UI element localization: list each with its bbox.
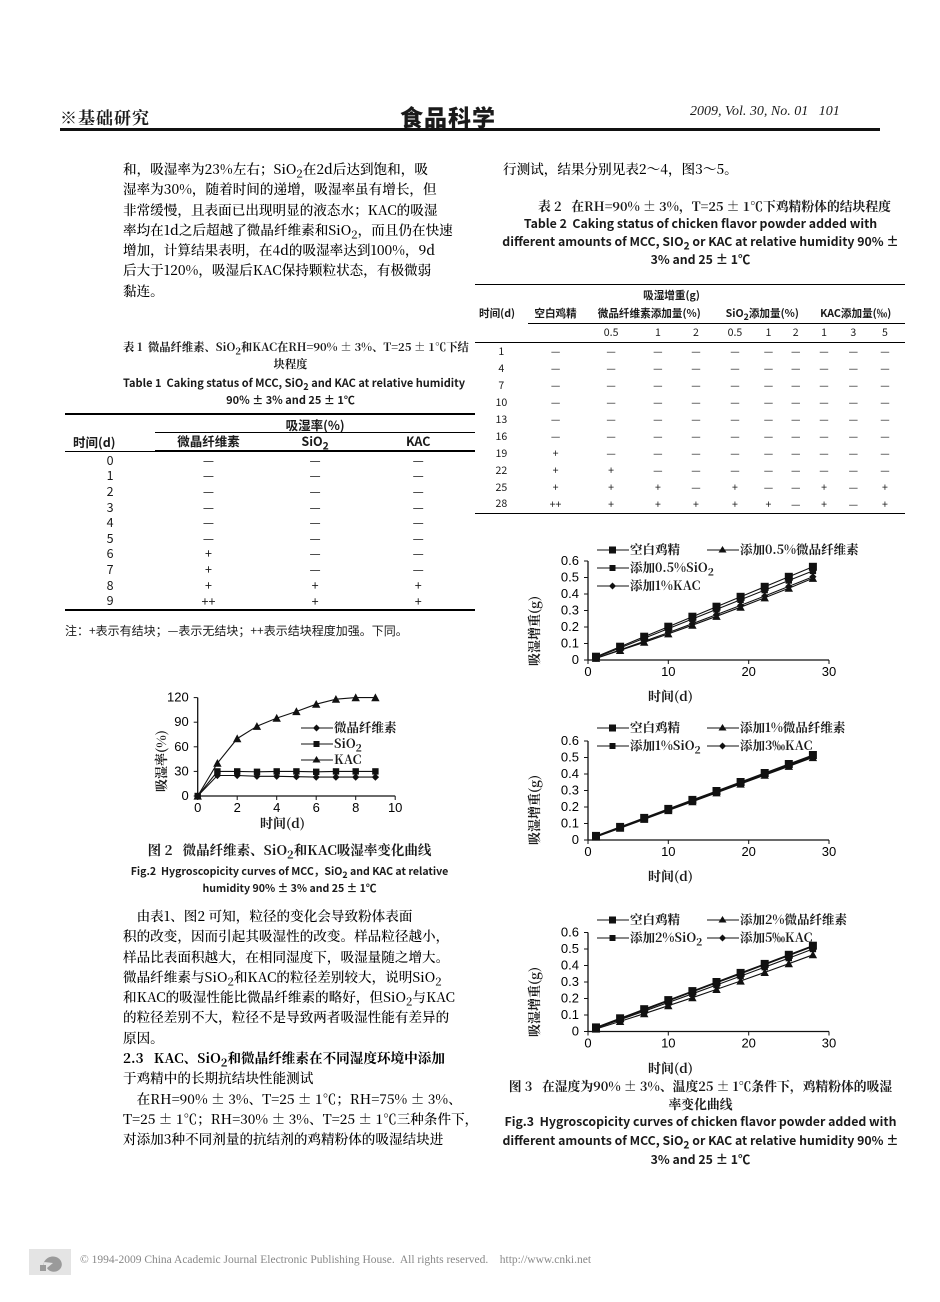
svg-text:60: 60 [174,739,188,754]
svg-text:0.4: 0.4 [561,766,579,781]
svg-text:0.6: 0.6 [561,733,579,748]
svg-text:20: 20 [741,664,755,679]
svg-text:10: 10 [661,844,675,859]
svg-text:10: 10 [388,800,402,815]
svg-text:10: 10 [661,664,675,679]
svg-text:30: 30 [174,763,188,778]
svg-text:6: 6 [313,800,320,815]
svg-text:0.5: 0.5 [561,750,579,765]
svg-text:0.6: 0.6 [561,925,579,940]
svg-text:0.1: 0.1 [561,636,579,651]
svg-text:90: 90 [174,714,188,729]
svg-text:0.6: 0.6 [561,553,579,568]
svg-text:0.2: 0.2 [561,991,579,1006]
svg-text:0.3: 0.3 [561,974,579,989]
svg-text:0.3: 0.3 [561,603,579,618]
svg-text:0.2: 0.2 [561,619,579,634]
svg-text:0: 0 [572,1024,579,1039]
svg-text:0.4: 0.4 [561,586,579,601]
svg-text:20: 20 [741,844,755,859]
svg-text:2: 2 [234,800,241,815]
svg-text:0: 0 [194,800,201,815]
svg-text:20: 20 [741,1036,755,1051]
svg-text:0.5: 0.5 [561,941,579,956]
svg-text:0.2: 0.2 [561,799,579,814]
svg-text:10: 10 [661,1036,675,1051]
svg-text:0.5: 0.5 [561,570,579,585]
svg-text:0: 0 [584,1036,591,1051]
svg-text:8: 8 [352,800,359,815]
svg-text:0.1: 0.1 [561,1007,579,1022]
svg-text:0.1: 0.1 [561,816,579,831]
svg-text:30: 30 [822,664,836,679]
svg-text:0.3: 0.3 [561,783,579,798]
svg-text:120: 120 [167,690,189,705]
svg-text:0: 0 [572,832,579,847]
svg-text:0: 0 [181,788,188,803]
svg-text:0: 0 [584,664,591,679]
svg-text:0: 0 [572,652,579,667]
svg-text:0: 0 [584,844,591,859]
svg-text:0.4: 0.4 [561,958,579,973]
svg-text:30: 30 [822,1036,836,1051]
svg-text:30: 30 [822,844,836,859]
